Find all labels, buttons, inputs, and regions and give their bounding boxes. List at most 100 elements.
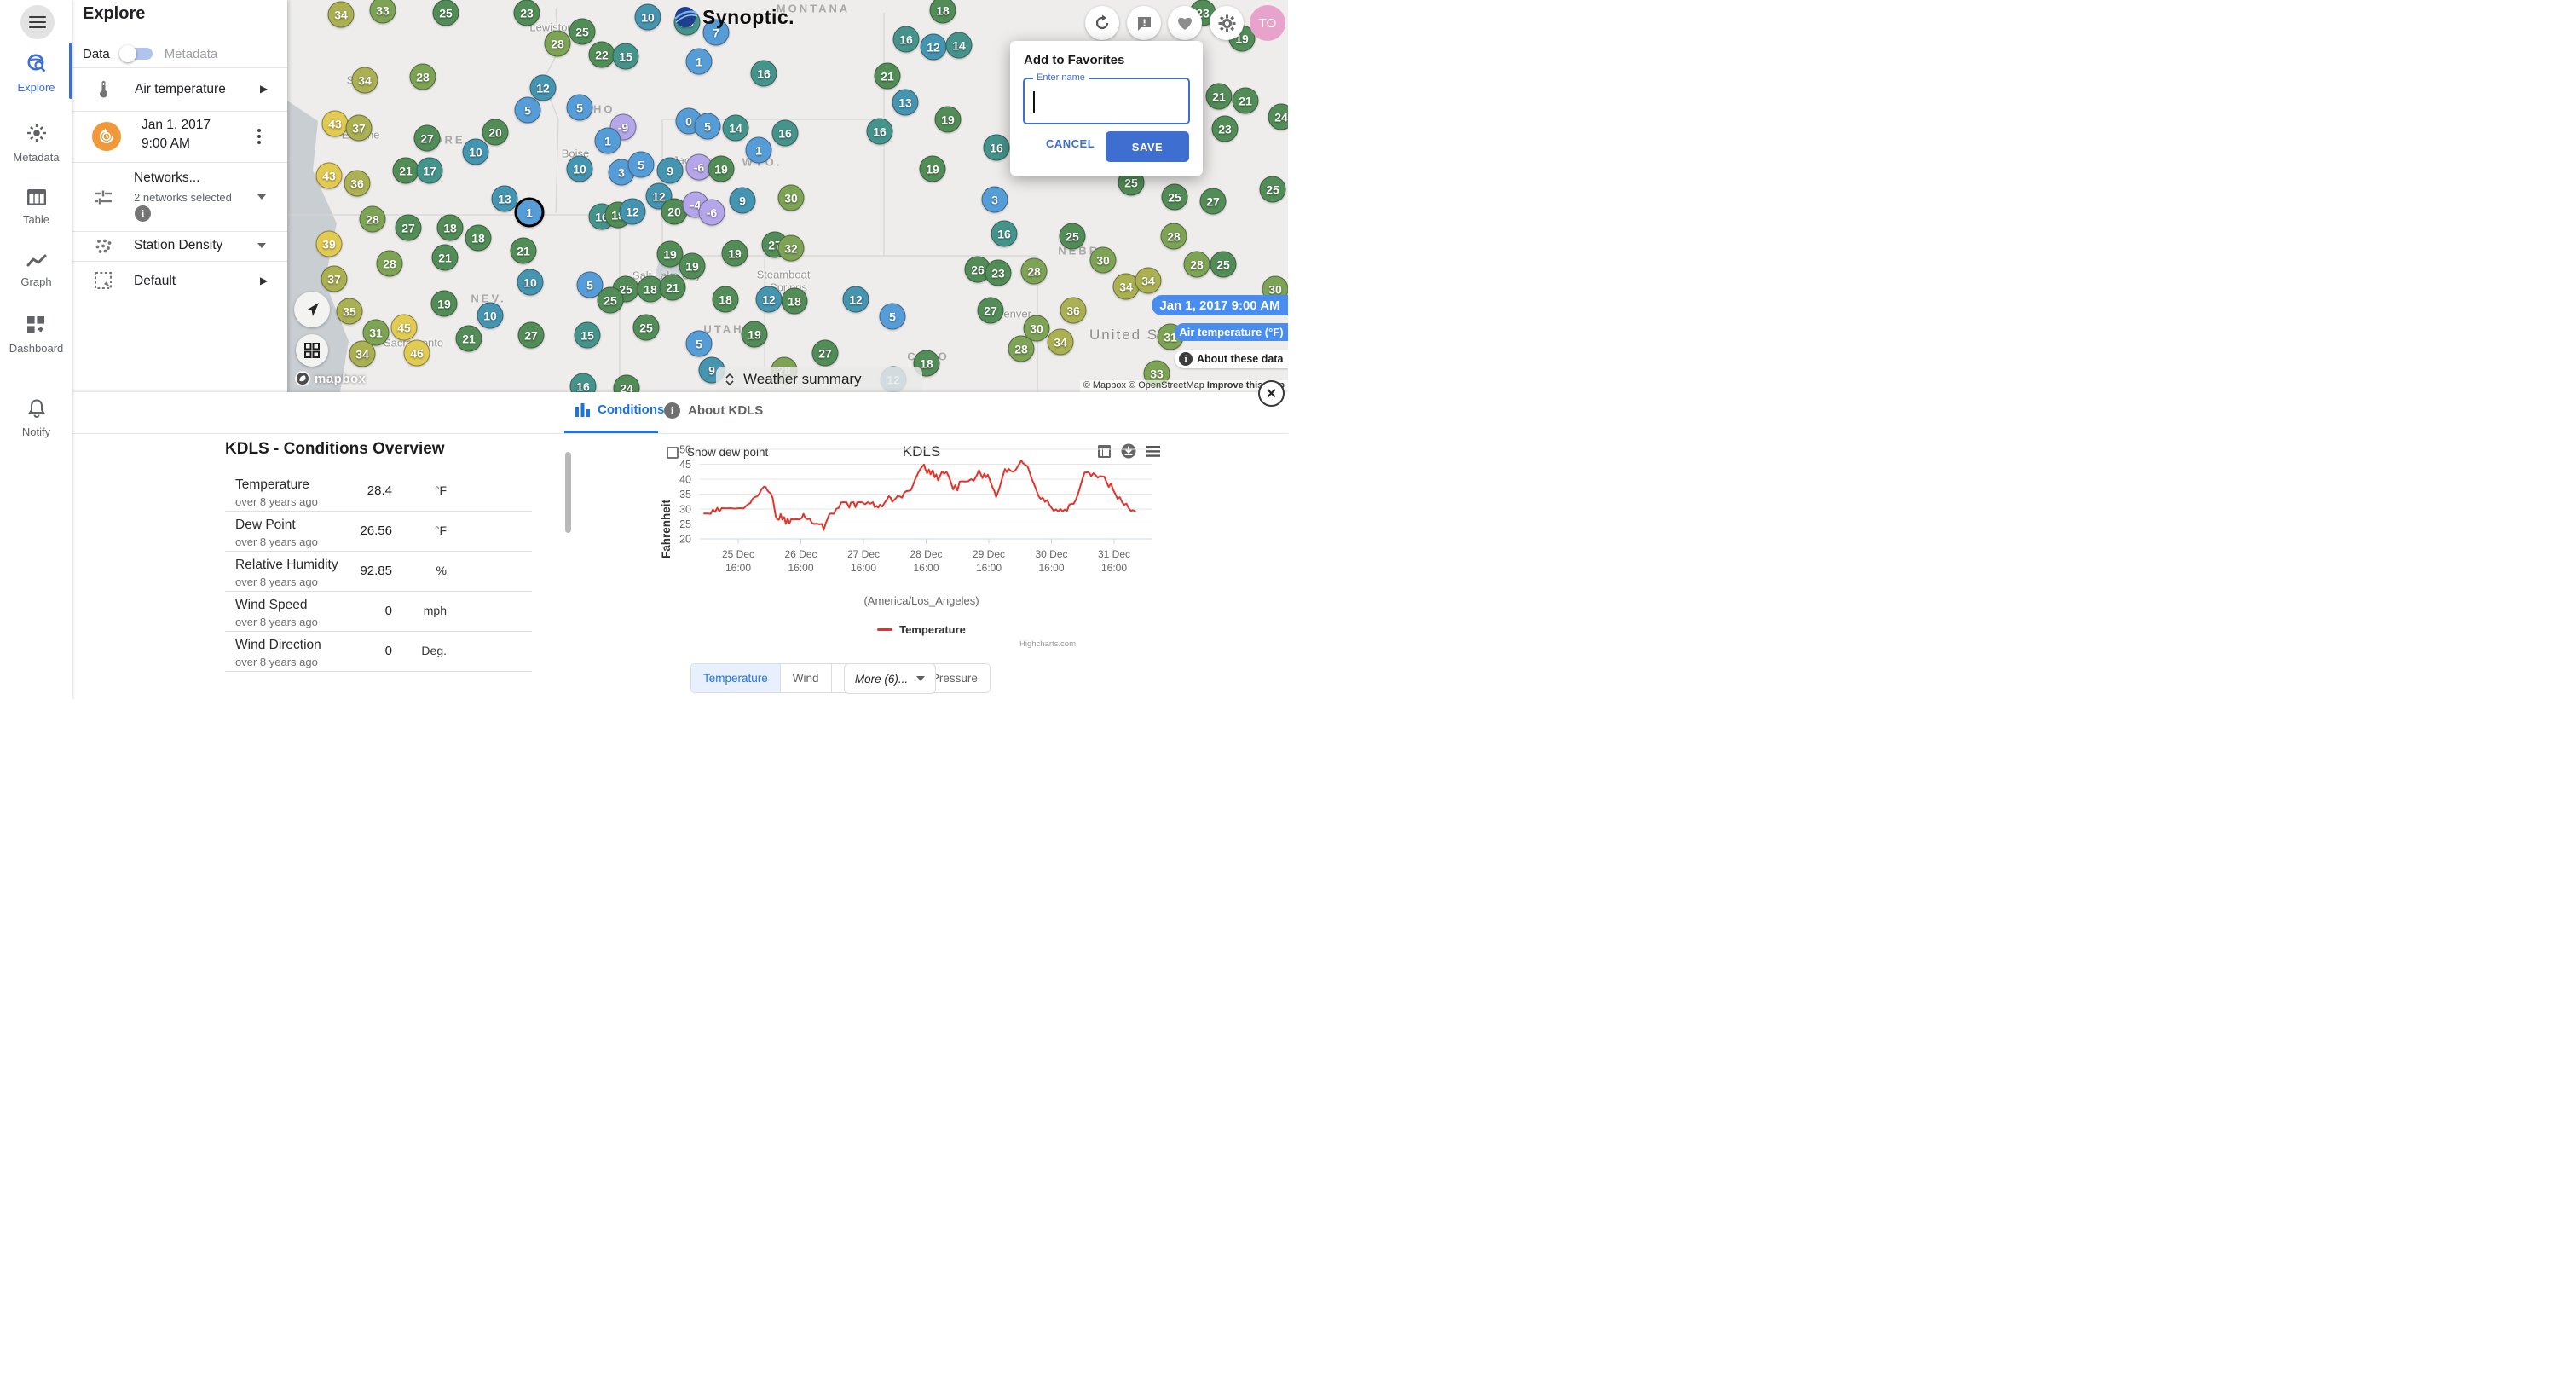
refresh-button[interactable]: [1085, 6, 1119, 40]
station-marker[interactable]: 23: [513, 0, 540, 26]
variable-row[interactable]: Air temperature ▶: [72, 67, 287, 111]
avatar[interactable]: TO: [1250, 5, 1285, 41]
weather-summary-select[interactable]: Weather summary: [716, 367, 922, 392]
station-marker[interactable]: 27: [811, 339, 839, 367]
station-marker[interactable]: 10: [566, 155, 593, 182]
station-marker[interactable]: 19: [656, 240, 684, 268]
station-marker[interactable]: 16: [750, 60, 777, 87]
station-marker[interactable]: 5: [627, 151, 655, 178]
menu-button[interactable]: [20, 5, 55, 39]
station-marker[interactable]: 19: [934, 106, 962, 133]
name-input[interactable]: Enter name: [1023, 72, 1190, 124]
save-button[interactable]: SAVE: [1106, 131, 1189, 162]
station-marker[interactable]: 34: [349, 340, 376, 367]
station-marker[interactable]: 5: [566, 94, 593, 121]
station-marker[interactable]: 34: [1047, 328, 1074, 356]
station-marker[interactable]: 19: [708, 155, 735, 182]
station-marker[interactable]: 14: [722, 114, 749, 142]
locate-button[interactable]: [294, 292, 330, 327]
station-marker[interactable]: 27: [413, 124, 441, 152]
station-marker[interactable]: 12: [529, 74, 557, 101]
station-marker[interactable]: 14: [945, 32, 973, 59]
sidebar-item-notify[interactable]: Notify: [0, 399, 72, 438]
station-marker[interactable]: 10: [517, 269, 544, 296]
station-marker[interactable]: 3: [981, 186, 1008, 213]
datetime-row[interactable]: Jan 1, 2017 9:00 AM: [72, 111, 287, 162]
station-marker[interactable]: 25: [1210, 251, 1237, 278]
station-marker[interactable]: 46: [403, 339, 430, 367]
station-marker[interactable]: 23: [985, 259, 1012, 286]
station-marker[interactable]: 28: [1183, 251, 1210, 278]
station-marker[interactable]: 25: [569, 18, 596, 45]
station-marker[interactable]: 1: [745, 136, 772, 164]
station-marker[interactable]: 1: [685, 48, 713, 75]
station-marker[interactable]: 21: [1205, 83, 1233, 110]
station-marker[interactable]: 16: [771, 119, 799, 147]
station-marker[interactable]: 19: [679, 252, 706, 280]
station-marker[interactable]: 5: [576, 271, 604, 298]
station-marker[interactable]: 43: [321, 110, 349, 137]
station-marker[interactable]: 34: [1135, 267, 1162, 294]
station-marker[interactable]: 21: [659, 274, 686, 301]
sidebar-item-explore[interactable]: Explore: [0, 53, 72, 94]
station-density-caret[interactable]: [257, 243, 266, 248]
station-marker[interactable]: -6: [698, 199, 725, 226]
close-panel-button[interactable]: ✕: [1258, 380, 1285, 407]
favorites-button[interactable]: [1168, 6, 1202, 40]
default-region-row[interactable]: Default ▶: [72, 261, 287, 298]
station-marker[interactable]: 25: [1059, 223, 1086, 250]
station-marker[interactable]: 39: [315, 230, 343, 257]
station-marker[interactable]: 35: [336, 298, 363, 325]
station-marker[interactable]: 30: [1089, 246, 1117, 274]
station-marker[interactable]: 28: [1020, 257, 1048, 285]
station-marker[interactable]: 19: [741, 321, 768, 348]
station-marker[interactable]: 15: [574, 321, 601, 349]
station-marker[interactable]: 28: [544, 30, 571, 57]
station-marker[interactable]: 21: [392, 157, 419, 184]
station-marker[interactable]: 25: [1161, 183, 1188, 211]
station-marker[interactable]: 34: [327, 1, 355, 28]
station-marker[interactable]: 7: [702, 19, 730, 46]
station-marker[interactable]: 28: [1160, 223, 1187, 250]
station-marker[interactable]: 12: [619, 198, 646, 225]
station-marker[interactable]: 34: [351, 67, 378, 94]
data-table-icon[interactable]: [1098, 444, 1111, 458]
param-button-wind[interactable]: Wind: [780, 664, 832, 692]
settings-button[interactable]: [1210, 6, 1244, 40]
more-parameters-dropdown[interactable]: More (6)...: [844, 663, 936, 694]
station-marker[interactable]: 1: [594, 127, 621, 154]
station-marker[interactable]: 43: [315, 162, 343, 189]
station-marker[interactable]: 28: [409, 63, 436, 90]
station-marker[interactable]: 28: [1008, 335, 1035, 362]
scrollbar-thumb[interactable]: [565, 452, 571, 533]
station-marker[interactable]: 19: [430, 290, 458, 317]
station-marker[interactable]: 21: [431, 244, 459, 271]
station-marker[interactable]: 18: [929, 0, 956, 24]
station-marker[interactable]: 5: [694, 113, 721, 140]
station-marker[interactable]: 25: [1259, 176, 1286, 203]
networks-expand-caret[interactable]: [257, 194, 266, 200]
station-marker[interactable]: 15: [612, 43, 639, 70]
station-marker[interactable]: 27: [395, 214, 422, 241]
station-marker[interactable]: 13: [892, 89, 919, 116]
station-marker[interactable]: 12: [755, 286, 783, 313]
station-marker[interactable]: 27: [1199, 188, 1227, 215]
station-marker[interactable]: 10: [477, 302, 504, 329]
station-marker[interactable]: 18: [781, 287, 808, 315]
station-marker[interactable]: 10: [462, 138, 489, 165]
station-marker[interactable]: 23: [1211, 115, 1239, 142]
station-marker[interactable]: 24: [613, 374, 640, 392]
station-marker[interactable]: 16: [983, 134, 1010, 161]
temperature-chart[interactable]: 50 45 40 35 30 25 20 25 Dec 16:00 26 Dec 16:00 27 D…: [661, 439, 1172, 627]
station-marker[interactable]: 18: [712, 286, 739, 313]
station-marker[interactable]: 10: [634, 3, 661, 31]
cancel-button[interactable]: CANCEL: [1041, 136, 1100, 151]
station-marker[interactable]: 16: [866, 118, 893, 145]
station-marker[interactable]: 9: [729, 187, 756, 214]
station-marker[interactable]: 25: [632, 314, 660, 341]
station-marker[interactable]: 12: [842, 286, 869, 313]
layers-grid-button[interactable]: [296, 334, 328, 367]
station-marker[interactable]: 18: [436, 214, 464, 241]
station-density-row[interactable]: Station Density: [72, 231, 287, 261]
station-marker[interactable]: 5: [514, 96, 541, 124]
